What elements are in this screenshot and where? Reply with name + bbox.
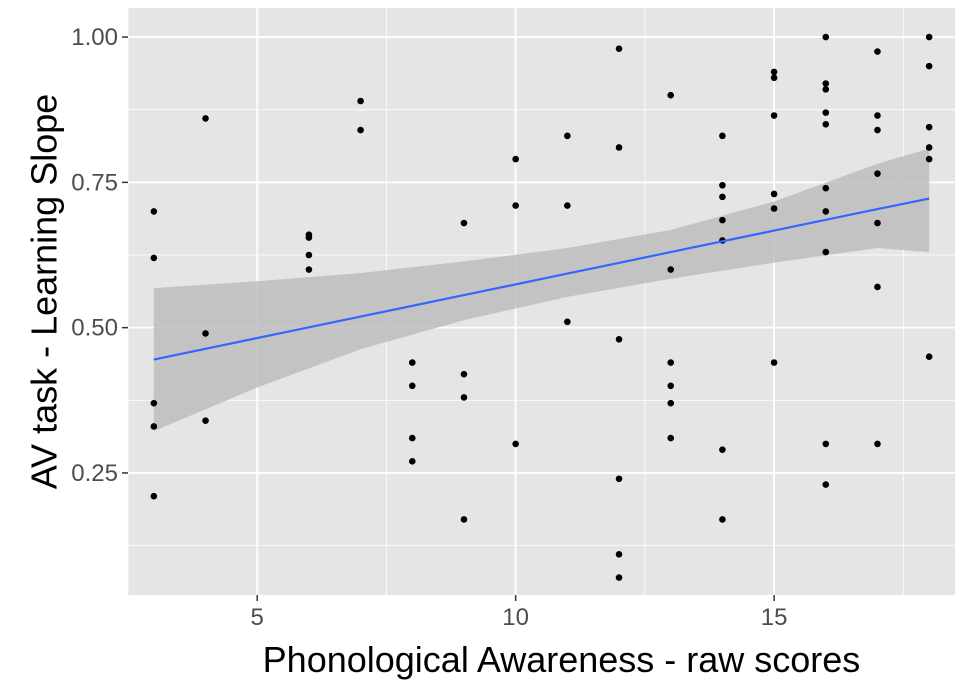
- data-point: [874, 170, 881, 177]
- data-points: [150, 33, 933, 581]
- data-point: [719, 216, 726, 224]
- data-point: [408, 458, 416, 465]
- y-axis-title: AV task - Learning Slope: [24, 94, 65, 490]
- data-point: [874, 126, 881, 134]
- data-point: [874, 440, 881, 448]
- data-point: [770, 74, 778, 82]
- data-point: [770, 359, 778, 366]
- y-tick-label: 0.50: [71, 315, 118, 342]
- data-point: [925, 155, 933, 163]
- data-point: [460, 370, 468, 378]
- y-tick-label: 0.25: [71, 460, 118, 487]
- data-point: [719, 193, 726, 201]
- data-point: [667, 399, 675, 407]
- data-point: [150, 254, 158, 262]
- data-point: [615, 335, 623, 343]
- data-point: [822, 86, 830, 93]
- data-point: [357, 126, 364, 134]
- data-point: [460, 516, 468, 523]
- data-point: [667, 91, 675, 99]
- data-point: [615, 475, 623, 483]
- data-point: [202, 417, 209, 424]
- data-point: [667, 434, 675, 442]
- x-axis-title: Phonological Awareness - raw scores: [263, 639, 861, 680]
- data-point: [925, 144, 933, 151]
- data-point: [874, 219, 881, 227]
- data-point: [822, 33, 830, 41]
- data-point: [770, 190, 778, 198]
- data-point: [150, 492, 158, 500]
- data-point: [925, 123, 933, 131]
- data-point: [357, 97, 364, 105]
- data-point: [512, 202, 519, 209]
- data-point: [202, 330, 209, 337]
- confidence-ribbon: [153, 148, 930, 432]
- data-point: [615, 574, 623, 581]
- data-point: [822, 80, 830, 87]
- x-tick-labels: 5 10 15: [251, 604, 788, 631]
- x-tick-label: 5: [251, 604, 264, 631]
- data-point: [770, 112, 778, 119]
- data-point: [822, 248, 830, 256]
- regression-line: [153, 197, 930, 361]
- data-point: [874, 48, 881, 55]
- data-point: [667, 382, 675, 390]
- data-point: [822, 109, 830, 116]
- data-point: [822, 481, 830, 488]
- data-point: [460, 219, 468, 227]
- data-point: [305, 266, 313, 273]
- data-point: [408, 359, 416, 366]
- data-point: [770, 68, 778, 76]
- data-point: [512, 155, 519, 163]
- y-tick-label: 1.00: [71, 24, 118, 51]
- data-point: [719, 181, 726, 189]
- x-tick-label: 10: [502, 604, 529, 631]
- data-point: [822, 184, 830, 192]
- data-point: [460, 394, 468, 401]
- data-point: [667, 359, 675, 366]
- data-point: [925, 33, 933, 41]
- data-point: [770, 205, 778, 212]
- data-point: [305, 251, 313, 259]
- data-point: [925, 62, 933, 70]
- axis-ticks: [122, 36, 775, 601]
- data-point: [822, 440, 830, 448]
- data-point: [408, 434, 416, 442]
- data-point: [564, 318, 571, 326]
- data-point: [822, 120, 830, 128]
- data-point: [719, 132, 726, 140]
- data-point: [512, 440, 519, 448]
- data-point: [564, 132, 571, 140]
- data-point: [874, 283, 881, 291]
- data-point: [408, 382, 416, 390]
- x-tick-label: 15: [761, 604, 788, 631]
- y-tick-label: 0.75: [71, 169, 118, 196]
- data-point: [925, 353, 933, 361]
- data-point: [615, 551, 623, 558]
- data-point: [667, 266, 675, 273]
- data-point: [564, 202, 571, 209]
- data-point: [305, 234, 313, 241]
- y-tick-labels: 0.25 0.50 0.75 1.00: [71, 24, 118, 487]
- data-point: [150, 208, 158, 215]
- data-point: [202, 115, 209, 122]
- data-point: [615, 144, 623, 151]
- data-point: [615, 45, 623, 52]
- data-point: [822, 208, 830, 215]
- data-point: [874, 112, 881, 119]
- data-point: [719, 446, 726, 454]
- data-point: [719, 516, 726, 523]
- data-point: [150, 423, 158, 430]
- data-point: [150, 399, 158, 407]
